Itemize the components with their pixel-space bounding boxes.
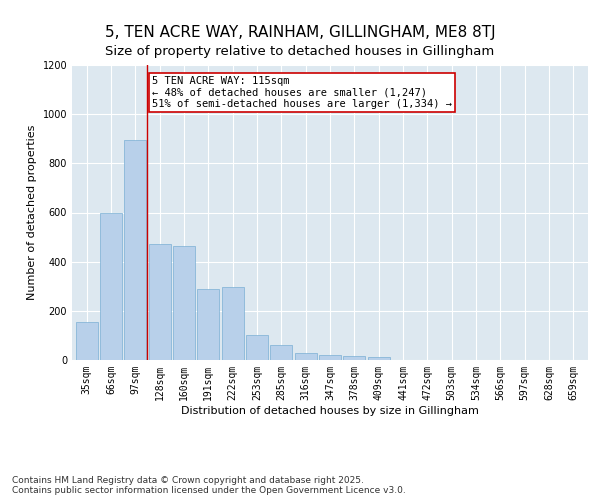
Bar	[295, 354, 317, 360]
Text: Size of property relative to detached houses in Gillingham: Size of property relative to detached ho…	[106, 45, 494, 58]
Bar	[271, 345, 292, 360]
Bar	[246, 336, 268, 360]
Bar	[197, 288, 219, 360]
Bar	[100, 212, 122, 360]
Bar	[124, 140, 146, 360]
Bar	[368, 357, 389, 360]
Text: Contains HM Land Registry data © Crown copyright and database right 2025.
Contai: Contains HM Land Registry data © Crown c…	[12, 476, 406, 495]
Text: 5 TEN ACRE WAY: 115sqm
← 48% of detached houses are smaller (1,247)
51% of semi-: 5 TEN ACRE WAY: 115sqm ← 48% of detached…	[152, 76, 452, 110]
X-axis label: Distribution of detached houses by size in Gillingham: Distribution of detached houses by size …	[181, 406, 479, 415]
Text: 5, TEN ACRE WAY, RAINHAM, GILLINGHAM, ME8 8TJ: 5, TEN ACRE WAY, RAINHAM, GILLINGHAM, ME…	[104, 25, 496, 40]
Bar	[221, 288, 244, 360]
Y-axis label: Number of detached properties: Number of detached properties	[27, 125, 37, 300]
Bar	[343, 356, 365, 360]
Bar	[76, 322, 98, 360]
Bar	[319, 355, 341, 360]
Bar	[173, 246, 195, 360]
Bar	[149, 244, 170, 360]
